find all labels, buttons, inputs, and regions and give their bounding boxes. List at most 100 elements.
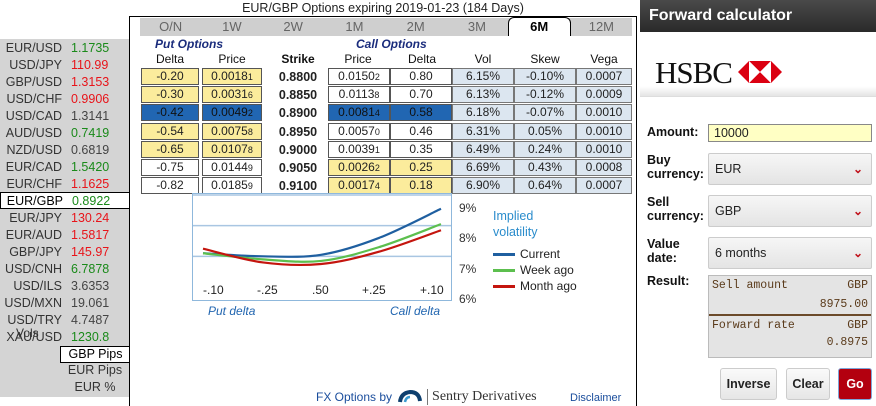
tab-2m[interactable]: 2M — [406, 19, 425, 34]
legend-title: Implied volatility — [493, 209, 538, 239]
put-delta-cell[interactable]: -0.42 — [141, 104, 199, 122]
vega-cell[interactable]: 0.0007 — [576, 68, 632, 85]
vega-cell[interactable]: 0.0010 — [576, 104, 632, 122]
put-price-cell[interactable]: 0.01859 — [202, 177, 262, 195]
call-price-cell[interactable]: 0.01138 — [328, 86, 390, 104]
rate-row-gbp-usd[interactable]: GBP/USD 1.3153 — [0, 73, 129, 90]
forward-rate-ccy: GBP — [847, 319, 868, 332]
rate-value: 3.6353 — [71, 278, 110, 293]
tab-1m[interactable]: 1M — [345, 19, 364, 34]
call-delta-cell[interactable]: 0.35 — [390, 140, 452, 158]
skew-cell[interactable]: 0.64% — [514, 177, 576, 195]
rate-pair: USD/MXN — [4, 295, 62, 310]
put-delta-cell[interactable]: -0.30 — [141, 86, 199, 104]
tab-2w[interactable]: 2W — [283, 19, 303, 34]
skew-cell[interactable]: 0.43% — [514, 159, 576, 176]
rate-row-gbp-jpy[interactable]: GBP/JPY 145.97 — [0, 243, 129, 260]
call-delta-cell[interactable]: 0.58 — [390, 104, 452, 122]
go-button[interactable]: Go — [838, 368, 872, 400]
disclaimer-link[interactable]: Disclaimer — [570, 392, 622, 404]
rate-row-usd-cad[interactable]: USD/CAD 1.3141 — [0, 107, 129, 124]
put-price-cell[interactable]: 0.00492 — [202, 104, 262, 122]
rate-pair: NZD/USD — [6, 142, 62, 157]
vol-cell[interactable]: 6.90% — [452, 177, 514, 195]
x-tick-put25: -.25 — [257, 283, 278, 297]
put-delta-cell[interactable]: -0.75 — [141, 159, 199, 176]
call-price-cell[interactable]: 0.00814 — [328, 104, 390, 122]
call-price-cell[interactable]: 0.01502 — [328, 68, 390, 85]
inverse-button[interactable]: Inverse — [720, 368, 777, 400]
unit-eur-percent[interactable]: EUR % — [74, 380, 116, 394]
rate-row-usd-mxn[interactable]: USD/MXN 19.061 — [0, 294, 129, 311]
vega-cell[interactable]: 0.0009 — [576, 86, 632, 104]
skew-cell[interactable]: -0.12% — [514, 86, 576, 104]
put-delta-cell[interactable]: -0.82 — [141, 177, 199, 195]
call-price-cell[interactable]: 0.00391 — [328, 140, 390, 158]
unit-gbp-pips[interactable]: GBP Pips — [60, 346, 130, 363]
call-delta-cell[interactable]: 0.80 — [390, 68, 452, 85]
call-price-cell[interactable]: 0.00174 — [328, 177, 390, 195]
put-price-cell[interactable]: 0.00181 — [202, 68, 262, 85]
call-price-cell[interactable]: 0.00570 — [328, 122, 390, 140]
put-price-cell[interactable]: 0.01449 — [202, 159, 262, 176]
vol-cell[interactable]: 6.15% — [452, 68, 514, 85]
rate-row-usd-chf[interactable]: USD/CHF 0.9906 — [0, 90, 129, 107]
rate-row-eur-usd[interactable]: EUR/USD 1.1735 — [0, 39, 129, 56]
put-delta-cell[interactable]: -0.65 — [141, 140, 199, 158]
skew-cell[interactable]: 0.24% — [514, 140, 576, 158]
vol-cell[interactable]: 6.18% — [452, 104, 514, 122]
rate-value: 0.7419 — [71, 125, 110, 140]
rate-row-xau-usd[interactable]: XAU/USD 1230.8 — [0, 328, 129, 345]
rate-row-eur-jpy[interactable]: EUR/JPY 130.24 — [0, 209, 129, 226]
vol-cell[interactable]: 6.13% — [452, 86, 514, 104]
skew-cell[interactable]: 0.05% — [514, 122, 576, 140]
vega-cell[interactable]: 0.0007 — [576, 177, 632, 195]
tab-3m[interactable]: 3M — [467, 19, 486, 34]
col-call-delta: Delta — [407, 52, 436, 66]
rate-row-eur-cad[interactable]: EUR/CAD 1.5420 — [0, 158, 129, 175]
call-price-cell[interactable]: 0.00262 — [328, 159, 390, 176]
rate-row-usd-cnh[interactable]: USD/CNH 6.7878 — [0, 260, 129, 277]
value-date-select[interactable]: 6 months ⌄ — [708, 237, 872, 269]
rate-row-usd-jpy[interactable]: USD/JPY 110.99 — [0, 56, 129, 73]
vega-cell[interactable]: 0.0010 — [576, 122, 632, 140]
rate-row-eur-aud[interactable]: EUR/AUD 1.5817 — [0, 226, 129, 243]
unit-eur-pips[interactable]: EUR Pips — [67, 363, 123, 377]
chevron-down-icon: ⌄ — [852, 246, 863, 260]
tab-1w[interactable]: 1W — [222, 19, 242, 34]
rate-row-eur-gbp[interactable]: EUR/GBP 0.8922 — [0, 192, 130, 209]
tab-on[interactable]: O/N — [159, 19, 183, 34]
vol-cell[interactable]: 6.49% — [452, 140, 514, 158]
strike-cell: 0.8950 — [278, 124, 318, 139]
call-delta-cell[interactable]: 0.25 — [390, 159, 452, 176]
vol-cell[interactable]: 6.31% — [452, 122, 514, 140]
clear-button[interactable]: Clear — [786, 368, 830, 400]
rate-row-nzd-usd[interactable]: NZD/USD 0.6819 — [0, 141, 129, 158]
call-delta-cell[interactable]: 0.46 — [390, 122, 452, 140]
amount-input[interactable]: 10000 — [708, 124, 872, 142]
skew-cell[interactable]: -0.10% — [514, 68, 576, 85]
rate-row-usd-try[interactable]: USD/TRY 4.7487 — [0, 311, 129, 328]
rate-row-eur-chf[interactable]: EUR/CHF 1.1625 — [0, 175, 129, 192]
call-delta-cell[interactable]: 0.18 — [390, 177, 452, 195]
vega-cell[interactable]: 0.0010 — [576, 140, 632, 158]
put-delta-cell[interactable]: -0.54 — [141, 122, 199, 140]
rate-value: 0.6819 — [71, 142, 110, 157]
rate-row-aud-usd[interactable]: AUD/USD 0.7419 — [0, 124, 129, 141]
skew-cell[interactable]: -0.07% — [514, 104, 576, 122]
vols-label: Vols — [16, 326, 39, 340]
put-price-cell[interactable]: 0.00758 — [202, 122, 262, 140]
x-tick-call10: +.10 — [420, 283, 444, 297]
put-price-cell[interactable]: 0.00316 — [202, 86, 262, 104]
call-delta-cell[interactable]: 0.70 — [390, 86, 452, 104]
tab-6m[interactable]: 6M — [507, 17, 571, 36]
vol-cell[interactable]: 6.69% — [452, 159, 514, 176]
put-delta-cell[interactable]: -0.20 — [141, 68, 199, 85]
col-put-delta: Delta — [155, 52, 184, 66]
rate-row-usd-ils[interactable]: USD/ILS 3.6353 — [0, 277, 129, 294]
vega-cell[interactable]: 0.0008 — [576, 159, 632, 176]
put-price-cell[interactable]: 0.01078 — [202, 140, 262, 158]
sell-currency-select[interactable]: GBP ⌄ — [708, 195, 872, 227]
buy-currency-select[interactable]: EUR ⌄ — [708, 153, 872, 185]
tab-12m[interactable]: 12M — [588, 19, 615, 34]
